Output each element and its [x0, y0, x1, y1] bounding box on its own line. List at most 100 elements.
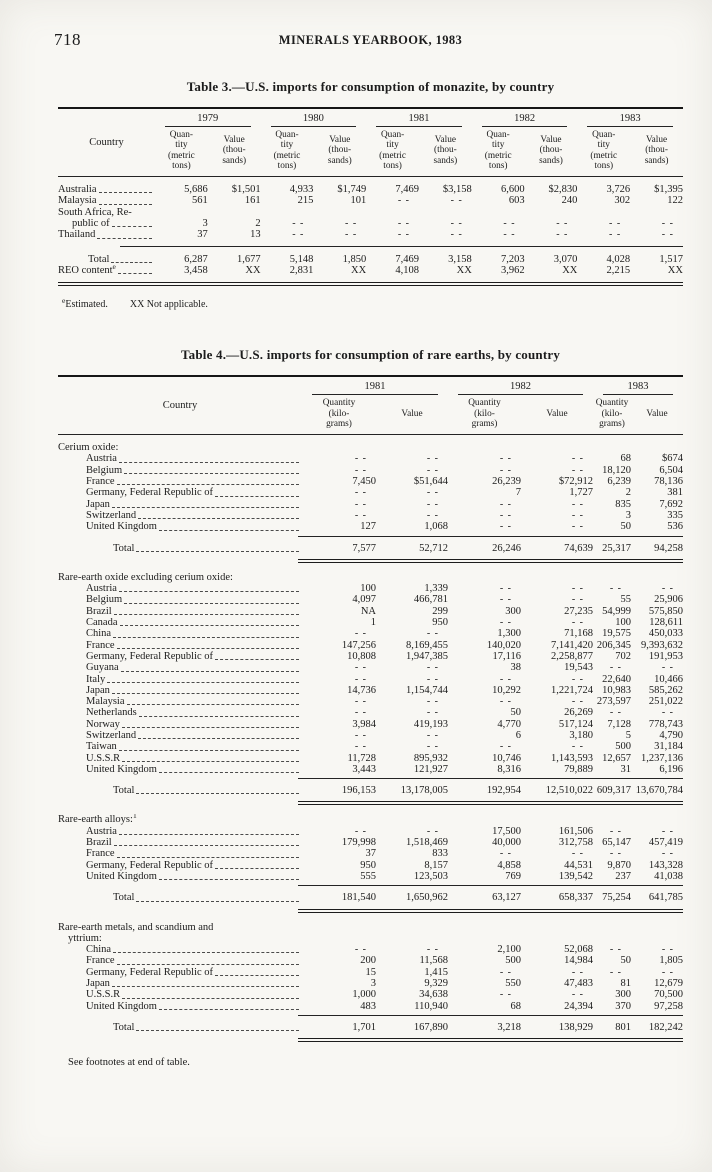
cell: 1,415: [424, 966, 448, 978]
dash-leader: [111, 226, 152, 228]
row-label-text: United Kingdom: [86, 763, 157, 775]
cell: - -: [499, 617, 512, 629]
row-label-text: Total: [113, 542, 135, 554]
cell: 2,258,877: [551, 650, 593, 662]
cell: XX: [245, 264, 261, 276]
footnote-not-applicable: XX Not applicable.: [129, 299, 208, 311]
cell: 13: [250, 229, 261, 241]
cell: - -: [292, 218, 305, 230]
cell: XX: [562, 264, 578, 276]
cell: 127: [360, 521, 376, 533]
cell: - -: [450, 218, 463, 230]
row-label: Japan: [86, 685, 302, 696]
dash-leader: [111, 986, 299, 988]
row-label-text: Brazil: [86, 605, 112, 617]
cell: 641,785: [648, 892, 683, 904]
value-subhead: Value (thou- sands): [644, 135, 669, 166]
cell: 273,597: [596, 696, 631, 708]
table-row: public of 3 2 - - - - - - - - - - - - - - - -: [58, 218, 683, 229]
cell: 801: [615, 1021, 631, 1033]
cell: - -: [397, 195, 410, 207]
row-label: Netherlands: [86, 707, 302, 718]
cell: - -: [345, 218, 358, 230]
cell: 7,128: [607, 718, 631, 730]
cell: - -: [661, 229, 674, 241]
row-label-text: Rare-earth metals, and scandium and: [58, 921, 214, 933]
cell: 10,466: [654, 673, 683, 685]
table-row: U.S.S.R 11,728 895,932 10,746 1,143,593 12,65…: [58, 753, 683, 764]
cell: 200: [360, 955, 376, 967]
cell: 181,540: [341, 892, 376, 904]
cell: 1,518,469: [406, 837, 448, 849]
cell: 101: [350, 195, 367, 207]
cell: 237: [615, 870, 631, 882]
cell: 110,940: [414, 1000, 448, 1012]
row-label: REO contente: [58, 265, 155, 276]
row-label-text: yttrium:: [68, 932, 102, 944]
cell: 128,611: [649, 617, 683, 629]
section-heading: Rare-earth alloys:1: [58, 814, 683, 825]
cell: $2,830: [548, 184, 578, 196]
row-label: Germany, Federal Republic of: [86, 487, 302, 498]
cell: 1: [370, 617, 376, 629]
cell: 483: [360, 1000, 376, 1012]
cell: XX: [667, 264, 683, 276]
cell: - -: [503, 218, 516, 230]
cell: 192,954: [486, 785, 521, 797]
row-label-text: public of: [72, 218, 110, 230]
row-label: Germany, Federal Republic of: [86, 651, 302, 662]
cell: 25,317: [602, 542, 631, 554]
row-label: Austria: [86, 826, 302, 837]
cell: 833: [432, 848, 448, 860]
cell: 68: [620, 453, 632, 465]
row-label: Switzerland: [86, 730, 302, 741]
cell: - -: [354, 464, 367, 476]
table4: Country 1981 1982 1983 Quantity (kilo- grams…: [58, 375, 683, 1043]
row-label: United Kingdom: [86, 1001, 302, 1012]
subhead-row: Quan- tity (metric tons) Value (thou- san…: [155, 130, 683, 171]
header-bottom-rule: [58, 176, 683, 178]
row-label-text: United Kingdom: [86, 870, 157, 882]
cell: 37: [365, 848, 377, 860]
row-label-text: Germany, Federal Republic of: [86, 487, 214, 499]
cell: 3,070: [553, 253, 578, 265]
row-label: Belgium: [86, 594, 302, 605]
cell: 609,317: [596, 785, 631, 797]
table-row: Malaysia 561 161 215 101 - - - - 603 240 302 122: [58, 195, 683, 206]
cell: 17,116: [492, 650, 522, 662]
cell: 585,262: [648, 684, 683, 696]
row-label-text: Norway: [86, 718, 120, 730]
table-row: France 200 11,568 500 14,984 50 1,805: [58, 955, 683, 966]
cell: 769: [505, 870, 521, 882]
cell: $3,158: [442, 184, 472, 196]
cell: $72,912: [558, 476, 593, 488]
row-label: Brazil: [86, 837, 302, 848]
dash-leader: [111, 693, 299, 695]
cell: XX: [456, 264, 472, 276]
cell: 13,670,784: [635, 785, 683, 797]
row-label: Thailand: [58, 229, 155, 240]
total-row: Total 7,577 52,712 26,246 74,639 25,317 94,258: [58, 543, 683, 554]
row-label: Switzerland: [86, 510, 302, 521]
row-label-text: Austria: [86, 825, 117, 837]
section-heading-label: Rare-earth alloys:1: [58, 814, 137, 825]
cell: 4,097: [352, 594, 376, 606]
cell: 10,746: [492, 752, 521, 764]
cell: - -: [571, 696, 584, 708]
cell: $674: [662, 453, 683, 465]
dash-leader: [126, 704, 299, 706]
row-label: Japan: [86, 499, 302, 510]
table-row: China - - - - 1,300 71,168 19,575 450,033: [58, 628, 683, 639]
cell: 12,657: [602, 752, 631, 764]
cell: 7,692: [659, 498, 683, 510]
dash-leader: [158, 772, 299, 774]
quantity-subhead: Quan- tity (metric tons): [484, 130, 512, 171]
cell: - -: [609, 707, 622, 719]
cell: 3: [202, 218, 208, 230]
cell: 3,218: [497, 1021, 521, 1033]
cell: - -: [499, 521, 512, 533]
cell: 8,169,455: [406, 639, 448, 651]
dash-leader: [215, 659, 299, 661]
cell: 74,639: [564, 542, 593, 554]
row-label-text: Germany, Federal Republic of: [86, 650, 214, 662]
